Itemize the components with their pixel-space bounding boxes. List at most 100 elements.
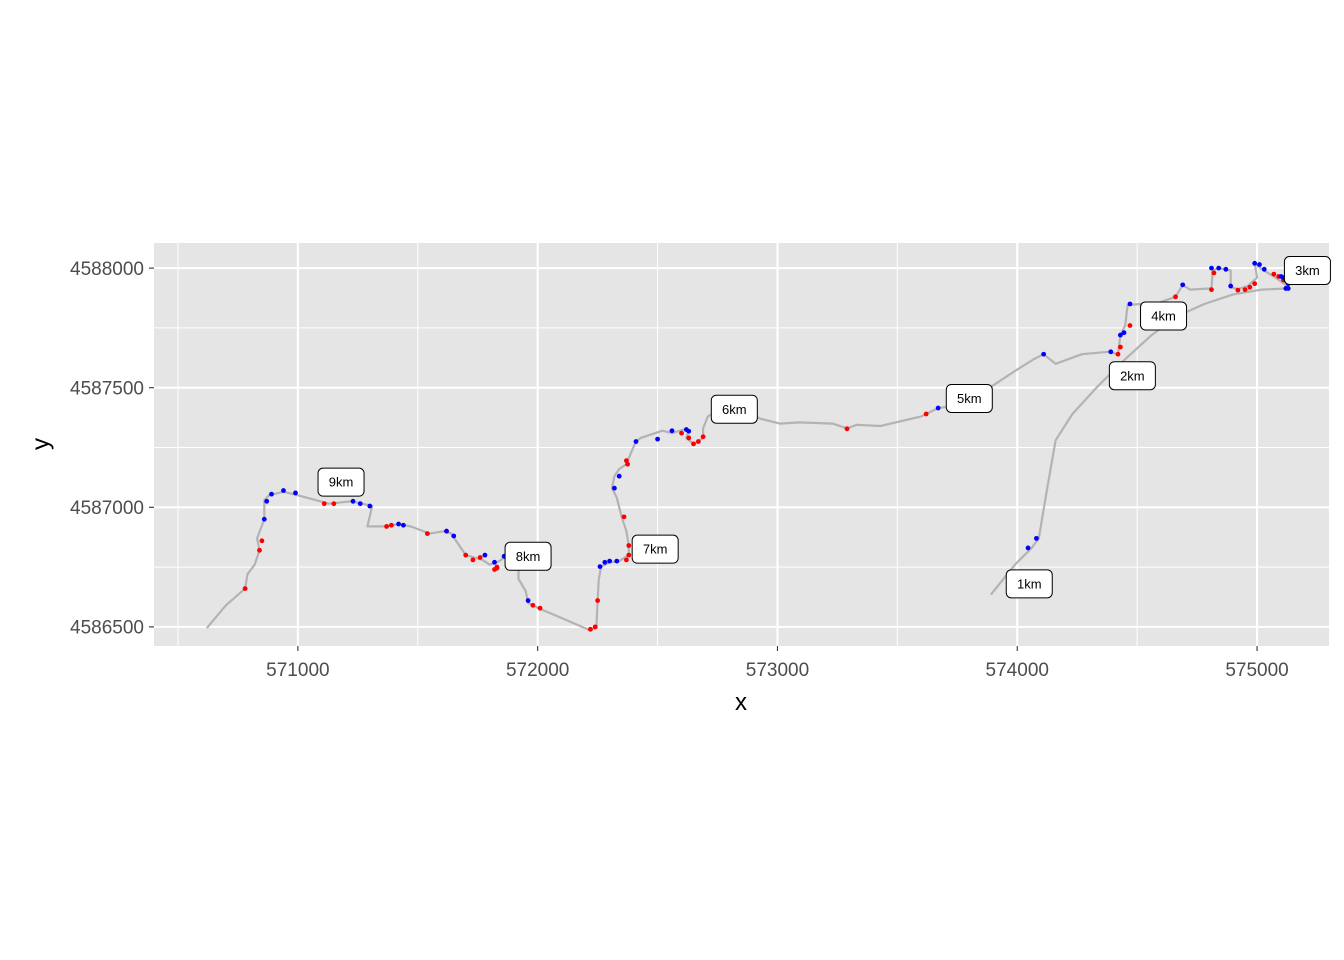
blue-point [367, 503, 373, 509]
km-label-box [1005, 569, 1053, 599]
blue-point [1034, 535, 1039, 541]
km-label-text: 4km [1151, 308, 1176, 323]
km-annotations: 1km 2km 3km 4km 5km 6km 7km 8km 9km [317, 256, 1331, 599]
red-point [1115, 351, 1121, 357]
blue-point [1180, 282, 1186, 288]
red-point [477, 555, 483, 560]
km-label-box [945, 383, 993, 413]
red-point [623, 458, 629, 464]
blue-point [686, 428, 692, 434]
blue-points [261, 260, 1291, 603]
x-axis-title: x [735, 689, 747, 716]
y-tick-label: 4587500 [70, 378, 144, 399]
blue-point [607, 558, 613, 564]
red-point [1242, 287, 1248, 293]
red-point [1211, 270, 1217, 276]
blue-point [669, 428, 675, 434]
x-tick-label: 575000 [1225, 660, 1288, 681]
red-point [1235, 287, 1241, 293]
blue-point [293, 490, 298, 496]
blue-point [1025, 545, 1031, 551]
red-point [691, 441, 696, 447]
blue-point [614, 558, 620, 564]
red-point [1209, 287, 1214, 293]
blue-point [935, 405, 941, 411]
km-label-text: 3km [1295, 263, 1320, 278]
km-label: 3km [1283, 256, 1331, 286]
red-point [592, 624, 598, 630]
km-label-text: 7km [643, 542, 668, 557]
blue-point [396, 521, 401, 527]
red-point [1117, 344, 1123, 350]
y-axis: 4586500 4587000 4587500 4588000 [70, 259, 154, 639]
blue-point [1257, 262, 1262, 267]
km-label: 2km [1108, 361, 1156, 391]
km-label: 9km [317, 467, 365, 497]
blue-point [1108, 349, 1114, 355]
blue-point [1285, 286, 1291, 291]
red-point [424, 531, 430, 536]
km-label: 1km [1005, 569, 1053, 599]
x-tick-label: 571000 [266, 660, 329, 681]
km-label-box [504, 541, 552, 571]
red-point [595, 598, 601, 603]
km-label-box [1140, 301, 1188, 331]
y-axis-title: y [27, 438, 54, 450]
km-label-text: 9km [329, 475, 354, 490]
blue-point [1121, 330, 1127, 336]
red-point [259, 538, 265, 544]
blue-point [655, 436, 660, 442]
red-point [537, 605, 543, 611]
blue-point [1252, 260, 1258, 266]
x-axis: 571000 572000 573000 574000 575000 [266, 646, 1289, 681]
km-label-box [1283, 256, 1331, 286]
blue-point [1228, 283, 1234, 289]
blue-point [492, 559, 497, 565]
red-point [492, 567, 497, 572]
blue-point [444, 528, 449, 534]
red-point [1173, 294, 1178, 300]
km-label-box [317, 467, 365, 497]
red-point [844, 426, 850, 432]
km-label: 6km [710, 394, 758, 424]
red-point [679, 430, 684, 436]
red-point [700, 434, 706, 440]
red-point [695, 439, 701, 444]
red-point [257, 547, 262, 553]
blue-point [1261, 266, 1267, 272]
red-point [331, 501, 337, 507]
red-point [530, 602, 536, 608]
blue-point [269, 491, 274, 497]
km-label-text: 1km [1017, 576, 1042, 591]
red-point [623, 557, 629, 563]
red-point [621, 514, 627, 520]
y-tick-label: 4587000 [70, 498, 144, 519]
blue-point [1127, 301, 1133, 307]
y-tick-label: 4588000 [70, 259, 144, 280]
km-label: 8km [504, 541, 552, 571]
red-point [384, 524, 390, 529]
red-point [242, 586, 248, 591]
blue-point [1216, 265, 1222, 271]
blue-point [525, 598, 531, 603]
km-label-box [631, 534, 679, 564]
y-tick-label: 4586500 [70, 618, 144, 639]
plot-panel [154, 243, 1329, 646]
red-point [923, 411, 929, 417]
blue-point [1117, 332, 1123, 338]
blue-point [633, 439, 639, 444]
red-point [463, 552, 469, 558]
blue-point [1209, 265, 1214, 271]
red-point [470, 557, 476, 563]
red-point [1271, 271, 1277, 277]
grid-lines [154, 243, 1329, 646]
x-tick-label: 574000 [986, 660, 1049, 681]
blue-point [350, 498, 356, 504]
km-label-text: 5km [957, 391, 982, 406]
km-label-text: 8km [516, 549, 541, 564]
x-tick-label: 572000 [506, 660, 569, 681]
blue-point [261, 516, 267, 522]
x-tick-label: 573000 [746, 660, 809, 681]
